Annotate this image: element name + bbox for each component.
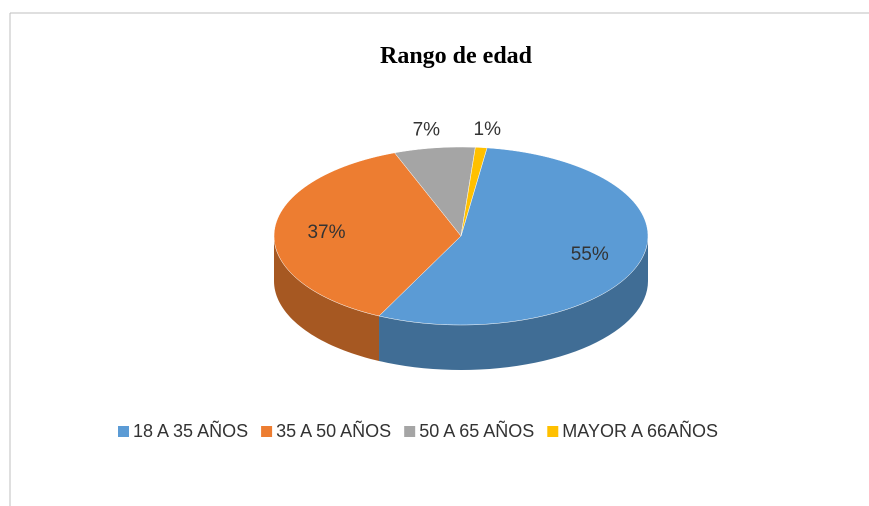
legend-swatch — [404, 426, 416, 437]
data-labels: 55% 37% 7% 1% — [307, 119, 608, 265]
legend-swatch — [547, 426, 559, 437]
data-label: 55% — [571, 244, 609, 265]
data-label: 1% — [474, 119, 502, 140]
pie-slice — [394, 146, 476, 237]
pie-tops — [273, 146, 649, 326]
legend-swatch — [261, 426, 273, 437]
data-label: 37% — [307, 222, 345, 243]
legend-swatch — [118, 426, 129, 437]
legend-label: 50 A 65 AÑOS — [419, 420, 534, 441]
legend-label: MAYOR A 66AÑOS — [562, 420, 718, 441]
legend-label: 18 A 35 AÑOS — [133, 420, 248, 441]
pie-side — [379, 236, 648, 370]
legend-label: 35 A 50 AÑOS — [276, 420, 391, 441]
pie-side — [274, 236, 380, 361]
pie-slice — [460, 147, 488, 237]
legend: 18 A 35 AÑOS 35 A 50 AÑOS 50 A 65 AÑOS MAYO… — [118, 420, 718, 441]
pie-sides — [274, 236, 648, 370]
pie-slice — [273, 152, 462, 317]
pie-slice — [378, 147, 649, 326]
chart-title: Rango de edad — [380, 43, 533, 69]
data-label: 7% — [413, 119, 441, 140]
